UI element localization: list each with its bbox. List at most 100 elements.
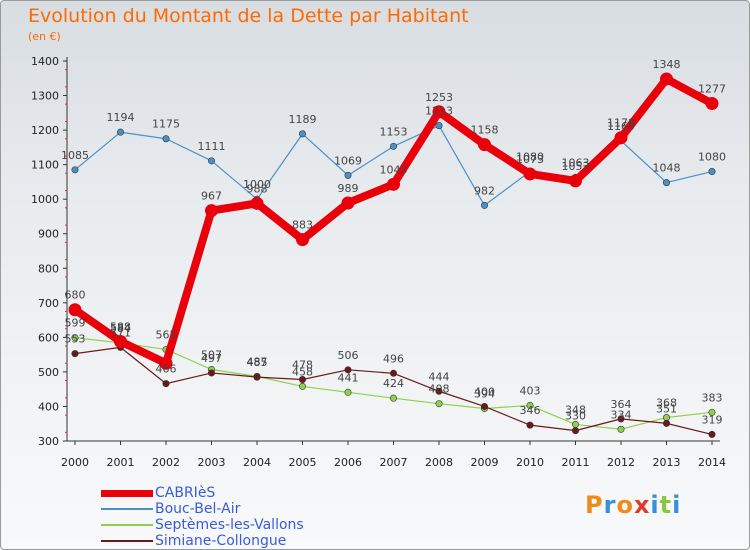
axes: 300 400 500 600 700 800 900 1000 1100 1200 1300 140… (31, 55, 726, 469)
series-point-3 (389, 369, 397, 377)
logo-letter: r (603, 491, 617, 519)
y-tick-label: 1000 (31, 193, 59, 206)
data-label-2: 383 (702, 391, 723, 404)
x-tick-label: 2005 (289, 456, 317, 469)
data-label-3: 346 (520, 404, 541, 417)
data-label-3: 571 (110, 326, 131, 339)
data-label-0: 967 (201, 190, 222, 203)
series-point-1 (435, 122, 443, 130)
legend-item-0: CABRIèS (101, 485, 361, 501)
series-point-3 (435, 387, 443, 395)
data-label-1: 1000 (243, 178, 271, 191)
x-tick-label: 2012 (607, 456, 635, 469)
series-point-3 (526, 421, 534, 429)
x-tick-label: 2013 (653, 456, 681, 469)
legend-label-simiane: Simiane-Collongue (155, 533, 287, 549)
legend-swatch-septemes (101, 524, 153, 526)
data-label-3: 497 (201, 352, 222, 365)
data-label-3: 466 (156, 363, 177, 376)
series-point-3 (344, 366, 352, 374)
data-label-0: 1053 (562, 160, 590, 173)
series-point-3 (708, 430, 716, 438)
data-label-0: 1348 (653, 58, 681, 71)
y-tick-label: 700 (38, 297, 59, 310)
series-point-2 (708, 408, 716, 416)
data-label-0: 988 (247, 182, 268, 195)
data-label-0: 1253 (425, 91, 453, 104)
data-label-1: 1213 (425, 105, 453, 118)
data-label-1: 982 (474, 184, 495, 197)
x-tick-label: 2001 (107, 456, 135, 469)
data-label-2: 334 (611, 408, 632, 421)
data-label-2: 408 (429, 383, 450, 396)
series-point-0 (68, 303, 82, 317)
series-point-1 (708, 168, 716, 176)
data-label-2: 403 (520, 384, 541, 397)
series-point-1 (117, 128, 125, 136)
data-label-2: 458 (292, 365, 313, 378)
x-tick-label: 2002 (152, 456, 180, 469)
legend-label-septemes: Septèmes-les-Vallons (155, 517, 304, 533)
data-label-1: 1111 (198, 140, 226, 153)
series-point-0 (205, 204, 218, 218)
data-label-2: 394 (474, 388, 495, 401)
data-label-2: 441 (338, 371, 359, 384)
legend-swatch-cabries (101, 490, 153, 497)
data-label-1: 1069 (334, 154, 362, 167)
y-tick-label: 300 (38, 435, 59, 448)
series-point-3 (571, 427, 579, 435)
data-label-3: 319 (702, 413, 723, 426)
y-tick-label: 500 (38, 366, 59, 379)
data-label-0: 989 (338, 182, 359, 195)
data-label-1: 1085 (61, 149, 89, 162)
x-tick-label: 2007 (380, 456, 408, 469)
data-label-0: 1178 (607, 117, 635, 130)
series-point-0 (523, 167, 537, 181)
series-point-0 (660, 72, 673, 86)
data-label-3: 444 (429, 370, 450, 383)
series-point-3 (71, 350, 79, 358)
data-label-1: 1175 (152, 118, 180, 131)
legend-item-1: Bouc-Bel-Air (101, 501, 361, 517)
data-label-3: 400 (474, 385, 495, 398)
data-label-2: 565 (156, 328, 177, 341)
data-label-3: 553 (65, 333, 86, 346)
legend-item-2: Septèmes-les-Vallons (101, 517, 361, 533)
data-label-1: 1153 (380, 125, 408, 138)
x-tick-label: 2006 (334, 456, 362, 469)
x-tick-label: 2000 (61, 456, 89, 469)
data-label-1: 1048 (653, 162, 681, 175)
series-point-2 (435, 400, 443, 408)
data-label-3: 364 (611, 398, 632, 411)
x-tick-label: 2004 (243, 456, 271, 469)
series-point-3 (662, 419, 670, 427)
series-point-1 (344, 171, 352, 179)
series-point-1 (298, 130, 306, 138)
series-point-2 (617, 425, 625, 433)
series-point-2 (389, 394, 397, 402)
y-tick-label: 900 (38, 228, 59, 241)
series-point-3 (617, 415, 625, 423)
data-label-0: 680 (65, 289, 86, 302)
y-tick-label: 1300 (31, 90, 59, 103)
legend-item-3: Simiane-Collongue (101, 533, 361, 549)
data-label-3: 506 (338, 349, 359, 362)
series-point-1 (208, 157, 216, 165)
series-point-0 (569, 174, 582, 188)
series-point-0 (614, 131, 628, 145)
data-label-3: 478 (292, 359, 313, 372)
data-label-3: 496 (383, 352, 404, 365)
series-point-0 (387, 177, 400, 191)
logo-letter: P (585, 491, 604, 519)
series-point-1 (389, 142, 397, 150)
data-label-2: 368 (656, 397, 677, 410)
legend-label-bouc-bel-air: Bouc-Bel-Air (155, 501, 241, 517)
proxiti-logo: Proxiti (585, 491, 681, 519)
series-point-1 (662, 179, 670, 187)
data-label-1: 1063 (562, 156, 590, 169)
data-label-1: 1169 (607, 120, 635, 133)
data-label-0: 1043 (380, 163, 408, 176)
series-point-0 (114, 335, 127, 349)
